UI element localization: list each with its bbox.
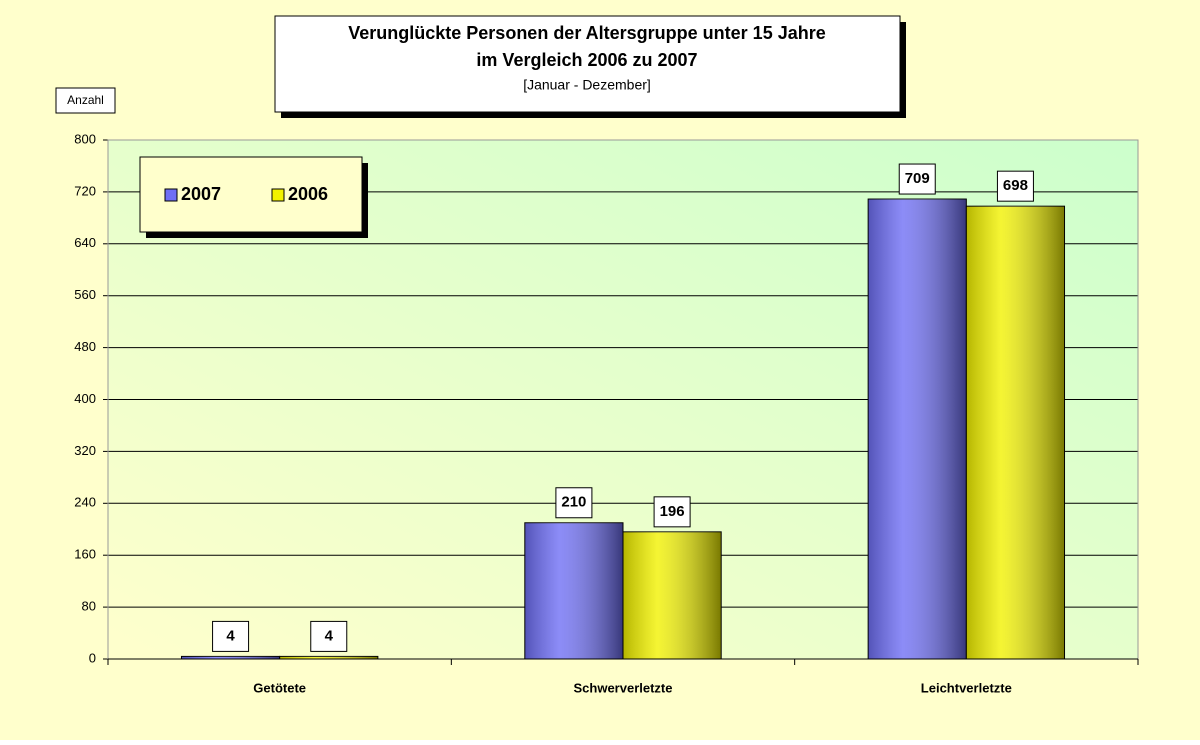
y-tick-label: 320 [74, 443, 96, 458]
chart-subtitle: [Januar - Dezember] [523, 77, 651, 93]
value-label: 698 [1003, 177, 1028, 194]
y-tick-label: 720 [74, 183, 96, 198]
y-tick-label: 240 [74, 495, 96, 510]
y-label-box [55, 87, 116, 114]
value-label: 4 [226, 627, 235, 644]
y-tick-label: 0 [89, 650, 96, 665]
x-tick-label: Leichtverletzte [921, 680, 1012, 695]
value-label-box [898, 163, 936, 195]
y-axis-label: Anzahl [67, 93, 104, 107]
y-tick-label: 160 [74, 547, 96, 562]
bar-shade [868, 199, 967, 659]
value-label: 210 [561, 494, 586, 511]
chart-title: im Vergleich 2006 zu 2007 [476, 50, 697, 70]
y-tick-label: 480 [74, 339, 96, 354]
bar-shade [623, 531, 722, 659]
y-tick-label: 640 [74, 235, 96, 250]
bar-shade [966, 206, 1065, 660]
y-tick-label: 400 [74, 391, 96, 406]
legend-label: 2007 [181, 184, 221, 204]
legend-label: 2006 [288, 184, 328, 204]
bar-shade [279, 656, 378, 659]
y-tick-label: 800 [74, 131, 96, 146]
x-tick-label: Getötete [253, 680, 306, 695]
title-box [274, 15, 901, 113]
bar-shade [524, 522, 623, 659]
value-label: 4 [325, 627, 334, 644]
chart-title: Verunglückte Personen der Altersgruppe u… [348, 23, 825, 43]
value-label-box [653, 496, 691, 528]
value-label-box [310, 620, 348, 652]
y-tick-label: 560 [74, 287, 96, 302]
legend-swatch [164, 188, 178, 202]
value-label-box [996, 170, 1034, 202]
value-label-box [555, 487, 593, 519]
value-label: 709 [905, 170, 930, 187]
legend-swatch [271, 188, 285, 202]
value-label-box [212, 620, 250, 652]
value-label: 196 [660, 503, 685, 520]
x-tick-label: Schwerverletzte [574, 680, 673, 695]
bar-shade [181, 656, 280, 659]
y-tick-label: 80 [82, 599, 96, 614]
